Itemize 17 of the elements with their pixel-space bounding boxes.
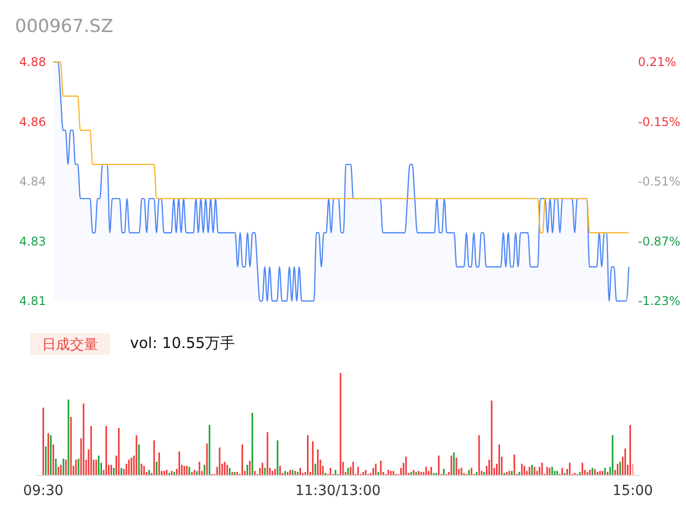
y2-tick-label: -0.87% bbox=[638, 234, 680, 248]
y-tick-label: 4.88 bbox=[19, 55, 46, 70]
chart-title: 000967.SZ bbox=[15, 16, 114, 37]
x-tick-label: 15:00 bbox=[612, 483, 653, 499]
y-tick-label: 4.86 bbox=[19, 114, 46, 129]
y2-tick-label: -1.23% bbox=[638, 294, 680, 308]
x-tick-label: 11:30/13:00 bbox=[295, 483, 381, 499]
y2-tick-label: -0.15% bbox=[638, 114, 680, 129]
y-tick-label: 4.83 bbox=[19, 234, 46, 248]
y-tick-label: 4.81 bbox=[19, 294, 46, 308]
chart-title: 日成交量 bbox=[42, 337, 98, 353]
y2-tick-label: -0.51% bbox=[638, 174, 680, 189]
line-series bbox=[52, 61, 630, 234]
y-tick-label: 4.84 bbox=[19, 174, 46, 189]
chart-subtitle: vol: 10.55万手 bbox=[130, 334, 235, 352]
y2-tick-label: 0.21% bbox=[638, 55, 676, 70]
x-tick-label: 09:30 bbox=[23, 483, 64, 499]
